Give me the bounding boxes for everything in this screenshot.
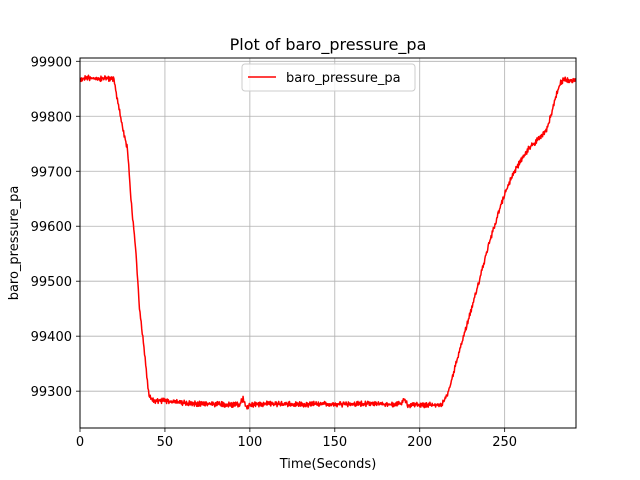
legend-box [241,63,416,92]
y-tick-label: 99600 [31,220,72,235]
series-layer [80,74,576,410]
x-tick-label: 0 [76,435,84,450]
axis-ticks: 0 50 100 150 200 250 99300 99400 99500 99600 99700… [31,55,517,450]
series-line [80,74,576,410]
x-axis-label: Time(Seconds) [279,457,377,472]
y-axis-label: baro_pressure_pa [7,186,22,301]
legend-entry-label: baro_pressure_pa [286,71,401,86]
y-tick-label: 99400 [31,330,72,345]
y-tick-label: 99800 [31,110,72,125]
grid-lines [79,58,576,428]
x-tick-label: 50 [157,435,174,450]
y-tick-label: 99900 [31,55,72,70]
y-tick-label: 99700 [31,165,72,180]
x-tick-label: 200 [407,435,432,450]
x-tick-label: 250 [492,435,517,450]
legend: baro_pressure_pa [241,63,416,92]
y-tick-label: 99500 [31,275,72,290]
x-tick-label: 100 [237,435,262,450]
chart-title: Plot of baro_pressure_pa [230,35,427,55]
plot-frame [79,57,577,429]
y-tick-label: 99300 [31,385,72,400]
x-tick-label: 150 [322,435,347,450]
